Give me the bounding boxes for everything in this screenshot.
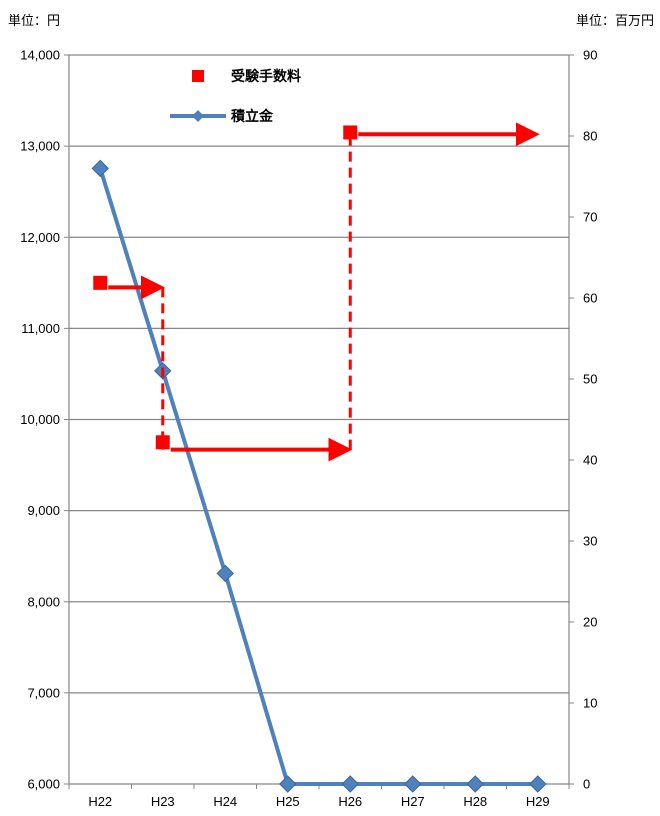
x-tick-label: H25	[276, 794, 300, 809]
left-axis-ticks: 6,000 7,000 8,000 9,000 10,000 11,000 12,000 13…	[20, 48, 69, 792]
fee-point	[155, 435, 170, 450]
right-tick-label: 50	[583, 372, 597, 387]
fee-point	[343, 125, 358, 140]
left-tick-label: 13,000	[20, 139, 60, 154]
gridlines	[69, 54, 569, 694]
left-tick-label: 8,000	[27, 594, 60, 609]
right-tick-label: 30	[583, 534, 597, 549]
x-tick-label: H22	[88, 794, 112, 809]
left-tick-label: 11,000	[21, 321, 60, 336]
right-tick-label: 40	[583, 453, 597, 468]
legend-reserve-label: 積立金	[230, 108, 274, 125]
right-tick-label: 10	[583, 696, 597, 711]
x-tick-label: H27	[401, 794, 425, 809]
legend-fee-label: 受験手数料	[231, 68, 301, 85]
legend-reserve-marker	[192, 110, 204, 122]
right-tick-label: 60	[583, 291, 597, 306]
right-tick-label: 70	[583, 210, 597, 225]
x-axis-ticks: H22 H23 H24 H25 H26 H27 H28 H29	[68, 784, 570, 809]
reserve-point	[404, 775, 422, 793]
left-tick-label: 10,000	[20, 412, 60, 427]
series-exam-fee	[93, 122, 540, 462]
reserve-point	[91, 159, 109, 178]
reserve-point	[529, 775, 547, 793]
x-tick-label: H28	[463, 794, 487, 809]
reserve-line	[98, 167, 538, 786]
x-tick-label: H26	[338, 794, 362, 809]
series-reserve	[91, 159, 547, 793]
left-tick-label: 14,000	[20, 48, 60, 63]
left-tick-label: 7,000	[27, 685, 60, 700]
right-tick-label: 0	[583, 777, 590, 792]
reserve-point	[216, 564, 234, 583]
reserve-point	[279, 775, 297, 793]
left-tick-label: 6,000	[27, 777, 60, 792]
legend-fee-marker	[192, 70, 204, 82]
reserve-point	[466, 775, 484, 793]
left-tick-label: 12,000	[20, 230, 60, 245]
fee-point	[93, 275, 108, 290]
right-tick-label: 80	[583, 129, 597, 144]
reserve-point	[341, 775, 359, 793]
right-tick-label: 90	[583, 48, 597, 63]
right-tick-label: 20	[583, 615, 597, 630]
x-tick-label: H24	[213, 794, 237, 809]
right-axis-ticks: 0 10 20 30 40 50 60 70 80 90	[569, 48, 597, 792]
right-axis-unit: 単位：百万円	[575, 14, 654, 29]
left-tick-label: 9,000	[27, 503, 60, 518]
left-axis-unit: 単位：円	[8, 14, 61, 29]
x-tick-label: H23	[151, 794, 175, 809]
x-tick-label: H29	[526, 794, 550, 809]
